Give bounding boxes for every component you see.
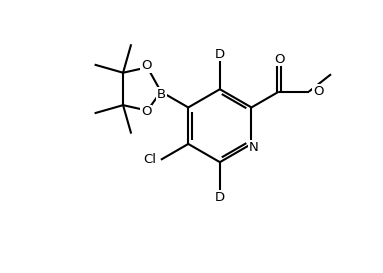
Text: O: O [141,60,151,72]
Text: N: N [249,141,258,154]
Text: Cl: Cl [143,153,156,166]
Text: D: D [215,191,225,204]
Text: B: B [157,88,166,101]
Text: O: O [313,85,323,98]
Text: D: D [215,48,225,61]
Text: O: O [274,53,285,66]
Text: O: O [141,105,151,118]
